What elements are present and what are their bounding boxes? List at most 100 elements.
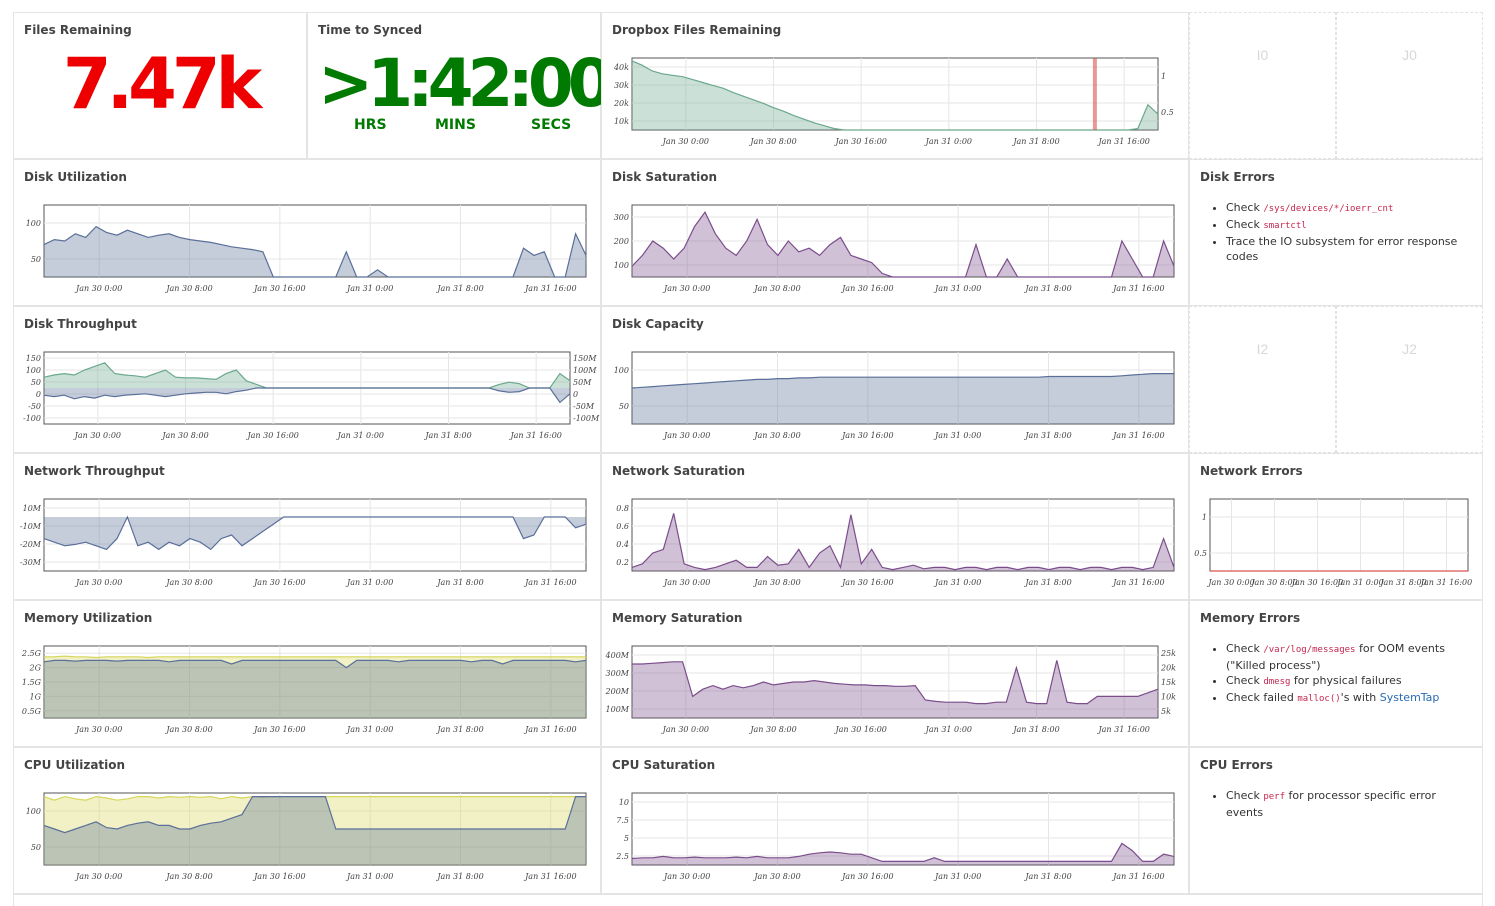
y2-tick-label: 50M: [573, 378, 592, 387]
dropbox-files-title: Dropbox Files Remaining: [612, 23, 782, 37]
memory-errors-list: Check /var/log/messages for OOM events (…: [1210, 641, 1476, 707]
y-tick-label: 5: [624, 834, 629, 843]
x-tick-label: Jan 30 0:00: [73, 431, 121, 440]
y-tick-label: 20k: [613, 99, 629, 108]
error-item-link[interactable]: SystemTap: [1379, 691, 1440, 704]
series-area: [44, 388, 570, 403]
error-item-code: perf: [1263, 792, 1286, 802]
y2-tick-label: 1: [1161, 72, 1166, 81]
disk-errors-list: Check /sys/devices/*/ioerr_cntCheck smar…: [1210, 200, 1476, 264]
x-tick-label: Jan 30 8:00: [164, 284, 212, 293]
x-tick-label: Jan 30 8:00: [752, 872, 800, 881]
x-tick-label: Jan 31 16:00: [1096, 725, 1149, 734]
y-tick-label: 1G: [30, 692, 42, 701]
x-tick-label: Jan 30 0:00: [74, 872, 122, 881]
y-tick-label: 0.5: [1194, 549, 1207, 558]
time-to-synced-title: Time to Synced: [318, 23, 423, 37]
x-tick-label: Jan 31 8:00: [423, 431, 471, 440]
x-tick-label: Jan 31 16:00: [1111, 578, 1164, 587]
error-item-text: Trace the IO subsystem for error respons…: [1226, 235, 1458, 263]
network-saturation-panel: Jan 30 0:00 Jan 30 8:00 Jan 30 16:00 Jan 31…: [601, 453, 1189, 600]
plot-frame: [1209, 498, 1469, 572]
error-item-code: dmesg: [1263, 677, 1291, 687]
plot-frame: [43, 204, 587, 278]
x-tick-label: Jan 30 0:00: [662, 578, 710, 587]
cpu-saturation-title: CPU Saturation: [612, 758, 716, 772]
cpu-utilization-title: CPU Utilization: [24, 758, 126, 772]
dropbox-files-panel: Jan 30 0:00 Jan 30 8:00 Jan 30 16:00 Jan 31…: [601, 12, 1189, 159]
x-tick-label: Jan 30 8:00: [748, 725, 796, 734]
plot-frame: [43, 498, 587, 572]
x-tick-label: Jan 31 0:00: [345, 284, 393, 293]
plot-frame: [631, 498, 1175, 572]
error-item: Trace the IO subsystem for error respons…: [1226, 234, 1476, 264]
placeholder-j0-label: J0: [1402, 47, 1417, 63]
disk-utilization-title: Disk Utilization: [24, 170, 127, 184]
placeholder-j2-label: J2: [1402, 341, 1417, 357]
y-tick-label: 30k: [614, 81, 629, 90]
series-area: [632, 843, 1174, 865]
disk-saturation-panel: Jan 30 0:00 Jan 30 8:00 Jan 30 16:00 Jan 31…: [601, 159, 1189, 306]
x-tick-label: Jan 31 16:00: [523, 578, 576, 587]
hrs-label: HRS: [354, 117, 387, 133]
y-tick-label: 100M: [606, 705, 630, 714]
cpu-saturation-panel: Jan 30 0:00 Jan 30 8:00 Jan 30 16:00 Jan 31…: [601, 747, 1189, 894]
x-tick-label: Jan 31 8:00: [1011, 137, 1059, 146]
network-saturation-title: Network Saturation: [612, 464, 745, 478]
x-tick-label: Jan 30 16:00: [840, 284, 893, 293]
series-line: [632, 660, 1159, 705]
memory-errors-title: Memory Errors: [1200, 611, 1301, 625]
y-tick-label: 0.8: [616, 504, 629, 513]
x-tick-label: Jan 31 0:00: [924, 725, 972, 734]
memory-utilization-panel: Jan 30 0:00 Jan 30 8:00 Jan 30 16:00 Jan 31…: [13, 600, 601, 747]
secs-label: SECS: [531, 117, 572, 133]
x-tick-label: Jan 30 8:00: [752, 578, 800, 587]
y-tick-label: 150: [26, 354, 41, 363]
y-tick-label: -10M: [20, 522, 42, 531]
placeholder-j0: J0: [1336, 12, 1483, 159]
memory-utilization-title: Memory Utilization: [24, 611, 153, 625]
x-tick-label: Jan 31 16:00: [523, 872, 576, 881]
y-tick-label: 7.5: [616, 816, 629, 825]
x-tick-label: Jan 31 8:00: [435, 578, 483, 587]
y-tick-label: 0.6: [616, 522, 629, 531]
error-item: Check /var/log/messages for OOM events (…: [1226, 641, 1476, 673]
y-tick-label: -20M: [20, 540, 42, 549]
error-item-text: Check failed: [1226, 691, 1298, 704]
error-item-text: Check: [1226, 642, 1264, 655]
x-tick-label: Jan 31 16:00: [1111, 431, 1164, 440]
files-remaining-title: Files Remaining: [24, 23, 132, 37]
error-item-text: for OOM events ("Killed process"): [1226, 642, 1445, 672]
x-tick-label: Jan 30 0:00: [1206, 578, 1254, 587]
y2-tick-label: -100M: [573, 414, 600, 423]
x-tick-label: Jan 30 16:00: [1290, 578, 1343, 587]
series-area: [632, 212, 1174, 277]
cpu-utilization-panel: Jan 30 0:00 Jan 30 8:00 Jan 30 16:00 Jan 31…: [13, 747, 601, 894]
memory-errors-panel: Memory Errors Check /var/log/messages fo…: [1189, 600, 1483, 747]
x-tick-label: Jan 30 16:00: [840, 872, 893, 881]
series-area: [44, 362, 570, 388]
placeholder-i0: I0: [1189, 12, 1336, 159]
time-to-synced-value: >1:42:00: [318, 45, 614, 122]
x-tick-label: Jan 31 8:00: [1023, 284, 1071, 293]
y-tick-label: 300: [614, 213, 629, 222]
plot-frame: [43, 792, 587, 866]
y-tick-label: 0.4: [616, 540, 629, 549]
y-tick-label: 100: [26, 807, 41, 816]
x-tick-label: Jan 30 8:00: [164, 872, 212, 881]
x-tick-label: Jan 30 0:00: [74, 725, 122, 734]
x-tick-label: Jan 31 0:00: [933, 578, 981, 587]
y-tick-label: 10k: [614, 117, 629, 126]
x-tick-label: Jan 31 0:00: [1335, 578, 1383, 587]
error-item: Check failed malloc()'s with SystemTap: [1226, 690, 1476, 707]
plot-frame: [631, 645, 1159, 719]
y-tick-label: 1: [1202, 513, 1207, 522]
series-area: [44, 796, 586, 865]
placeholder-i2: I2: [1189, 306, 1336, 453]
disk-errors-panel: Disk Errors Check /sys/devices/*/ioerr_c…: [1189, 159, 1483, 306]
y-tick-label: 200: [613, 237, 629, 246]
y-tick-label: 2.5G: [21, 649, 42, 658]
